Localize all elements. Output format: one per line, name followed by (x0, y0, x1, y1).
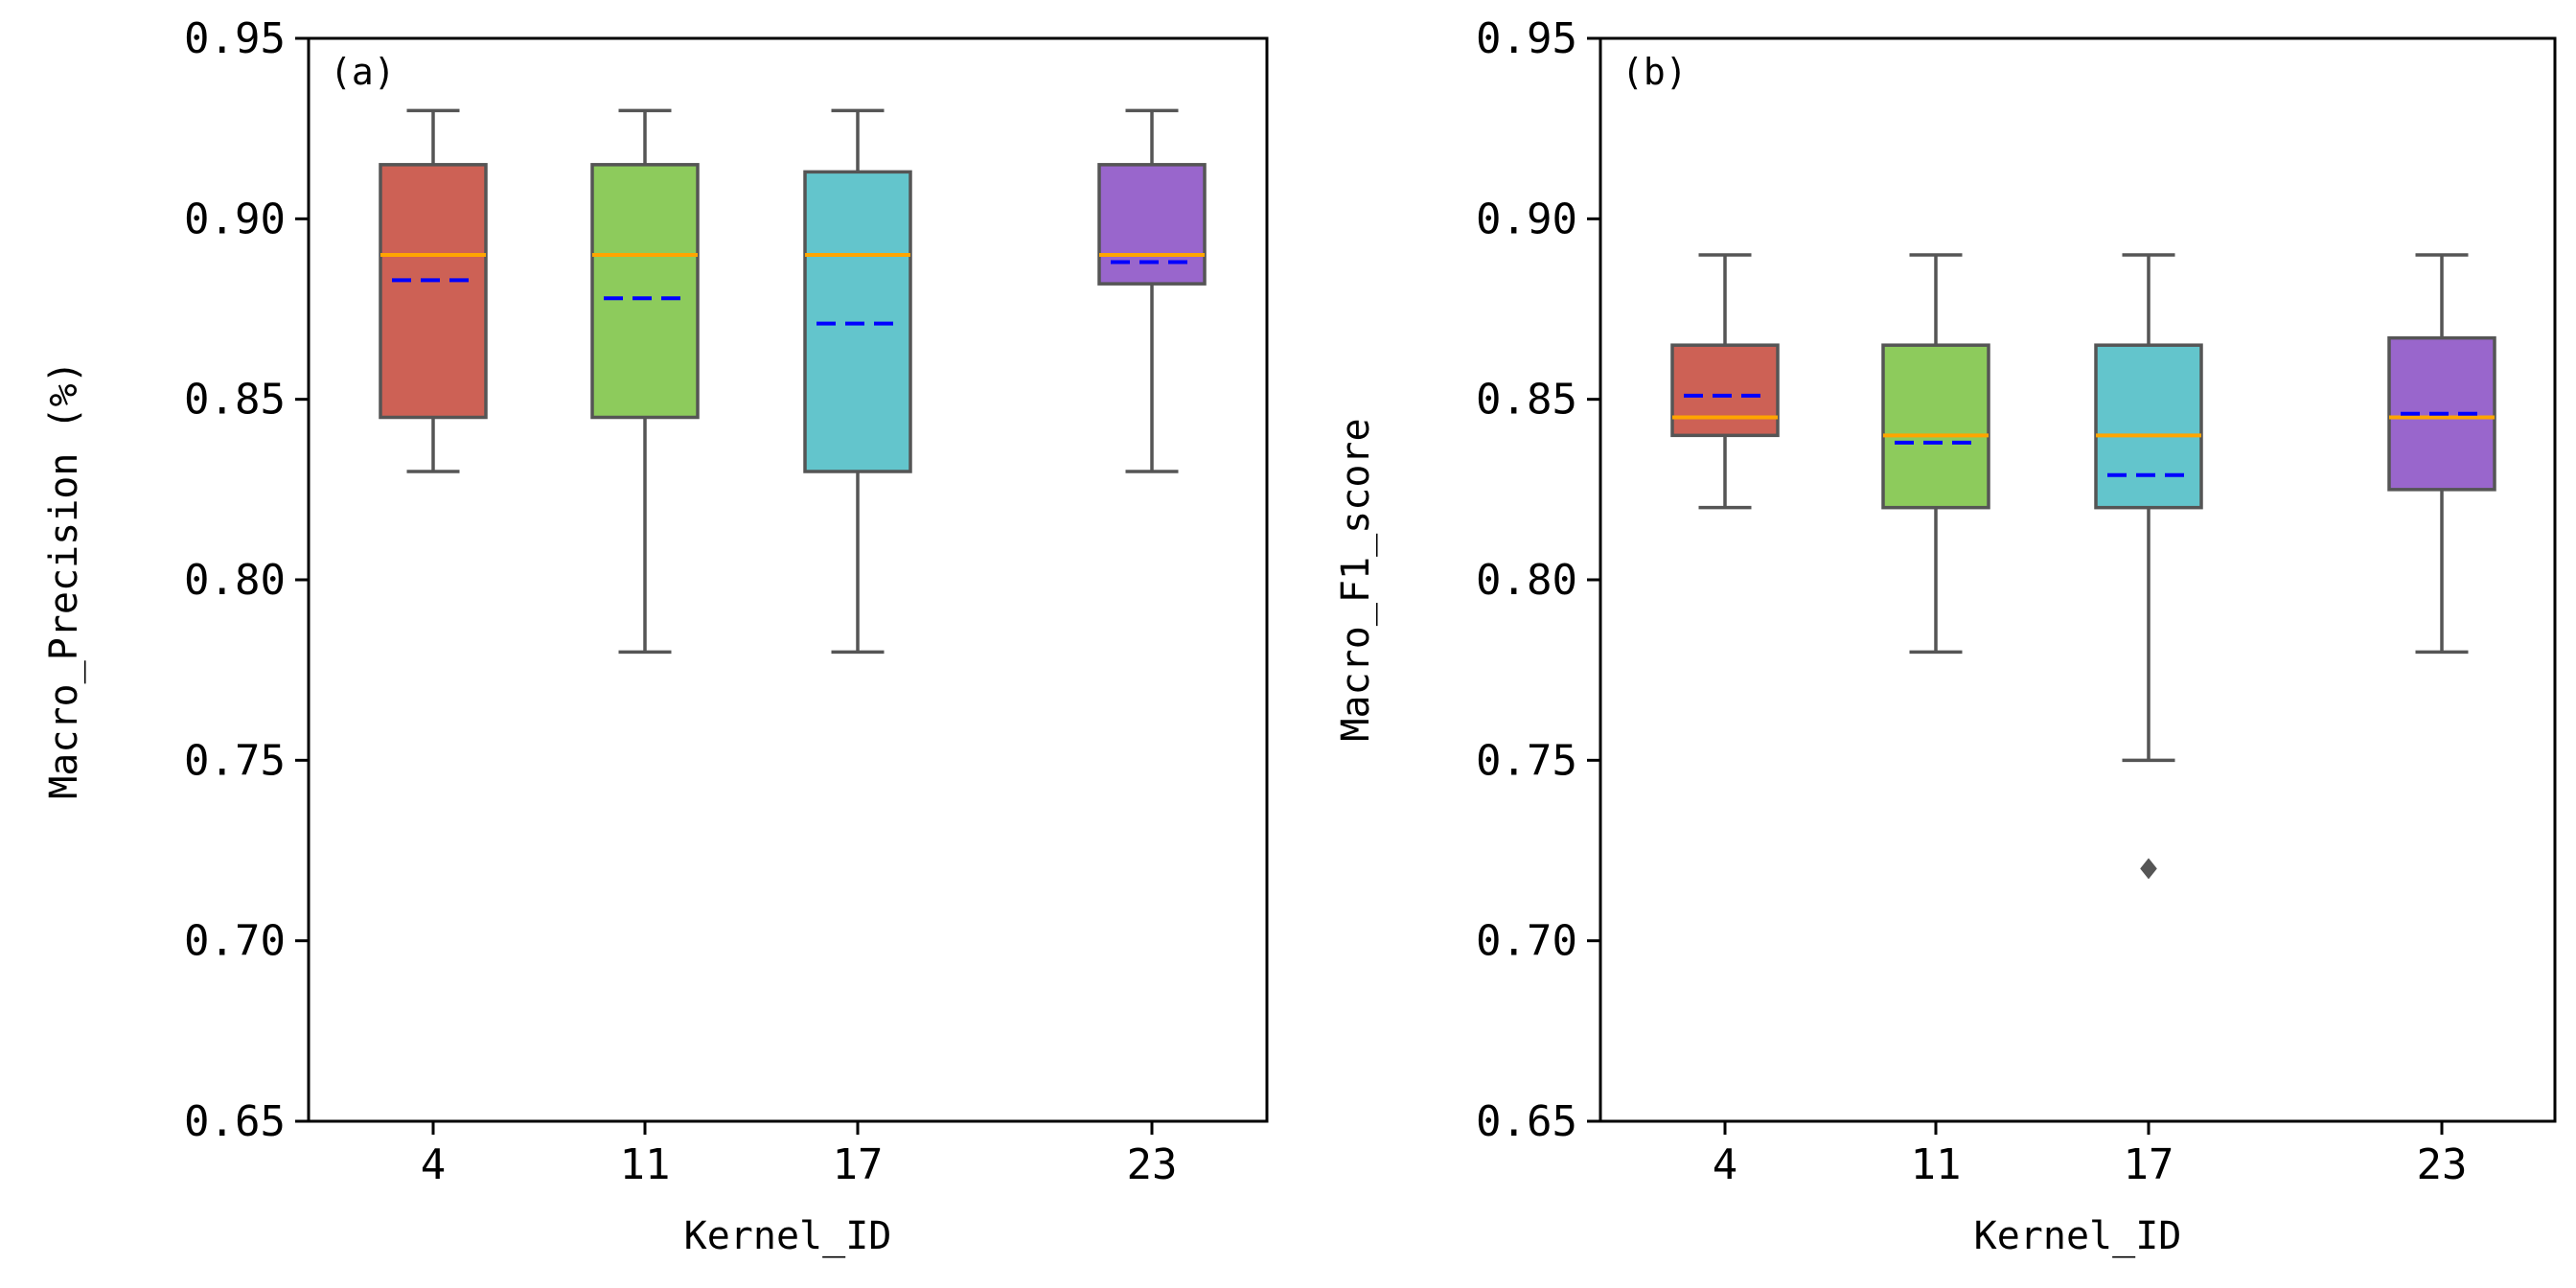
panel-a-box-kernel-4 (379, 108, 488, 473)
iqr-box (590, 163, 700, 420)
panel-a-ytick-label: 0.65 (184, 1097, 286, 1146)
panel-b-xtick-label: 23 (2417, 1140, 2468, 1189)
iqr-box (379, 163, 488, 420)
panel-b-frame (1598, 36, 2557, 1123)
iqr-box (1097, 163, 1207, 286)
panel-a-boxes (379, 108, 1207, 655)
panel-a-xtick-label: 17 (833, 1140, 884, 1189)
panel-a-xtick-label: 11 (620, 1140, 671, 1189)
panel-b-xtick-label: 4 (1713, 1140, 1738, 1189)
panel-a-xtick-label: 23 (1127, 1140, 1178, 1189)
panel-b-ytick-label: 0.95 (1476, 14, 1577, 63)
panel-a-xtick-label: 4 (421, 1140, 447, 1189)
panel-b: (b) Kernel_ID Macro_F1_score 0.95 0.90 0.8… (1334, 14, 2557, 1258)
iqr-box (1670, 343, 1780, 438)
panel-b-label: (b) (1622, 51, 1688, 93)
panel-a-ytick-label: 0.90 (184, 195, 286, 243)
panel-b-ytick-label: 0.85 (1476, 376, 1577, 425)
outlier-marker (2140, 858, 2157, 880)
panel-a-ytick-label: 0.85 (184, 376, 286, 425)
panel-a-ytick-label: 0.80 (184, 556, 286, 605)
panel-b-box-kernel-4 (1670, 253, 1780, 510)
panel-b-y-axis-label: Macro_F1_score (1334, 418, 1378, 741)
panel-a-box-kernel-11 (590, 108, 700, 655)
panel-b-ytick-label: 0.65 (1476, 1097, 1577, 1146)
iqr-box (1881, 343, 1990, 510)
panel-a-ytick-label: 0.95 (184, 14, 286, 63)
panel-b-box-kernel-17 (2094, 253, 2203, 880)
panel-a-ytick-label: 0.70 (184, 917, 286, 966)
panel-a-xticks: 4 11 17 23 (421, 1121, 1178, 1189)
panel-b-ytick-label: 0.70 (1476, 917, 1577, 966)
panel-a-box-kernel-17 (803, 108, 912, 655)
panel-a-x-axis-label: Kernel_ID (684, 1214, 892, 1258)
panel-b-xticks: 4 11 17 23 (1713, 1121, 2468, 1189)
panel-a-y-axis-label: Macro_Precision (%) (42, 360, 86, 799)
panel-a-yticks: 0.95 0.90 0.85 0.80 0.75 0.70 0.65 (184, 14, 309, 1146)
panel-b-ytick-label: 0.80 (1476, 556, 1577, 605)
panel-b-xtick-label: 11 (1911, 1140, 1962, 1189)
iqr-box (2094, 343, 2203, 510)
panel-b-xtick-label: 17 (2124, 1140, 2174, 1189)
panel-b-box-kernel-23 (2387, 253, 2496, 655)
panel-b-box-kernel-11 (1881, 253, 1990, 655)
panel-a: (a) Kernel_ID Macro_Precision (%) 0.950.… (42, 14, 1269, 1258)
panel-a-ytick-label: 0.75 (184, 736, 286, 785)
panel-b-x-axis-label: Kernel_ID (1974, 1214, 2182, 1258)
panel-a-label: (a) (330, 51, 396, 93)
panel-b-boxes (1670, 253, 2496, 880)
panel-b-ytick-label: 0.75 (1476, 736, 1577, 785)
panel-b-yticks: 0.95 0.90 0.85 0.80 0.75 0.70 0.65 (1476, 14, 1600, 1146)
panel-b-ytick-label: 0.90 (1476, 195, 1577, 243)
panel-a-box-kernel-23 (1097, 108, 1207, 473)
